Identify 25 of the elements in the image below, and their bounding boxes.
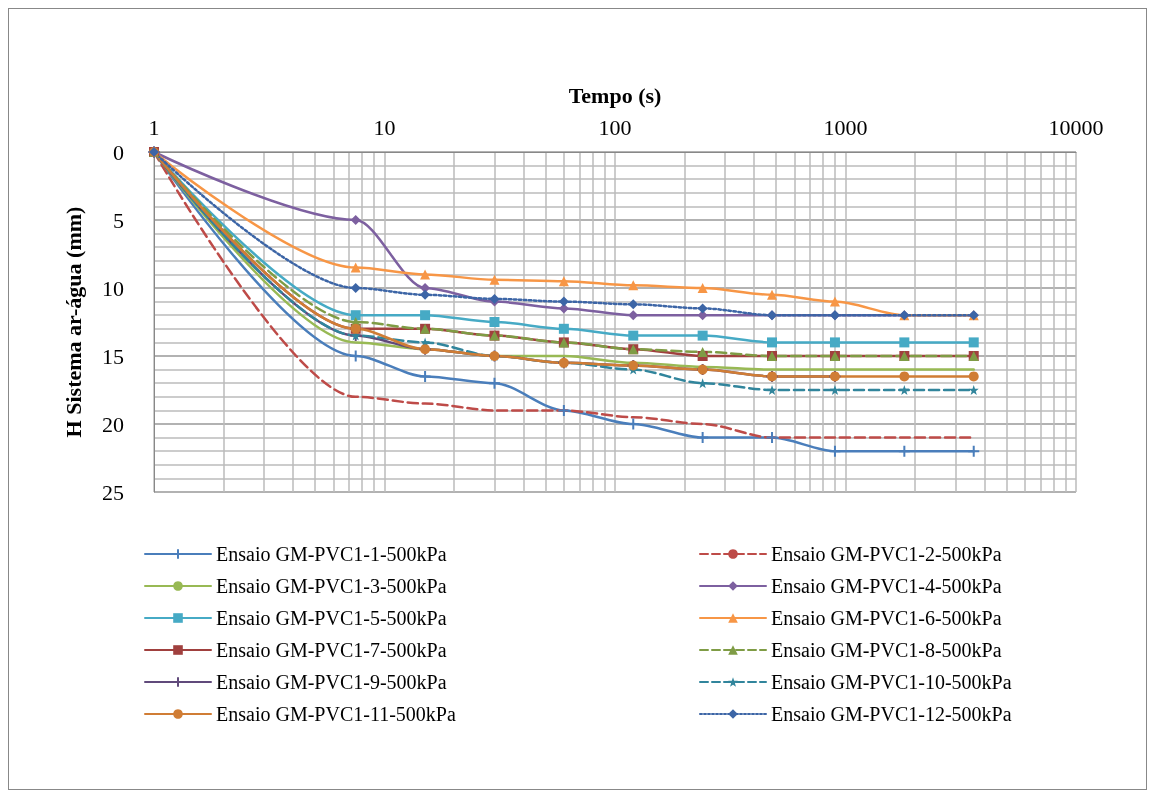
y-tick-label: 10 (102, 275, 124, 301)
legend-label: Ensaio GM-PVC1-12-500kPa (771, 703, 1012, 725)
legend-label: Ensaio GM-PVC1-2-500kPa (771, 543, 1002, 565)
y-tick-label: 5 (113, 207, 124, 233)
legend-label: Ensaio GM-PVC1-6-500kPa (771, 607, 1002, 629)
x-tick-label: 1000 (823, 114, 868, 140)
legend-label: Ensaio GM-PVC1-10-500kPa (771, 671, 1012, 693)
y-tick-label: 0 (113, 139, 124, 165)
x-axis-title: Tempo (s) (568, 82, 662, 108)
legend-label: Ensaio GM-PVC1-3-500kPa (216, 575, 447, 597)
x-tick-label: 100 (598, 114, 632, 140)
legend-label: Ensaio GM-PVC1-4-500kPa (771, 575, 1002, 597)
x-tick-label: 1 (148, 114, 160, 140)
legend-label: Ensaio GM-PVC1-9-500kPa (216, 671, 447, 693)
x-tick-label: 10 (373, 114, 396, 140)
y-tick-label: 15 (102, 343, 124, 369)
y-tick-label: 20 (102, 411, 124, 437)
x-tick-label: 10000 (1048, 114, 1104, 140)
legend-label: Ensaio GM-PVC1-7-500kPa (216, 639, 447, 661)
legend-label: Ensaio GM-PVC1-8-500kPa (771, 639, 1002, 661)
legend-label: Ensaio GM-PVC1-1-500kPa (216, 543, 447, 565)
y-axis-title: H Sistema ar-água (mm) (60, 206, 86, 438)
legend-label: Ensaio GM-PVC1-5-500kPa (216, 607, 447, 629)
legend-label: Ensaio GM-PVC1-11-500kPa (216, 703, 456, 725)
y-tick-label: 25 (102, 479, 124, 505)
